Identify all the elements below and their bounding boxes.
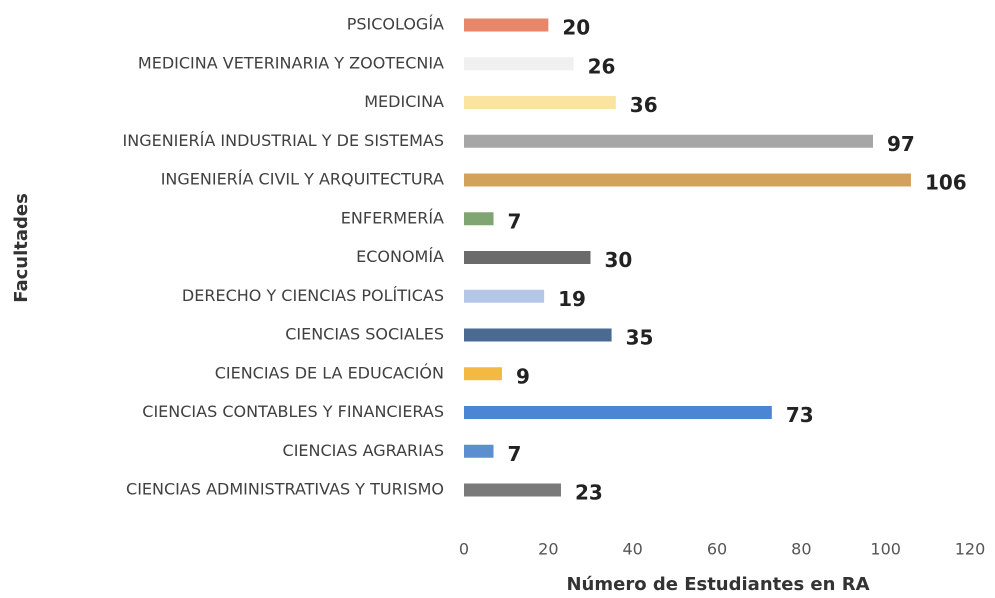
y-axis-title: Facultades xyxy=(11,193,32,303)
y-tick-label: ECONOMÍA xyxy=(356,247,444,266)
data-label: 106 xyxy=(925,171,967,195)
y-tick-label: INGENIERÍA CIVIL Y ARQUITECTURA xyxy=(161,170,444,189)
data-label: 35 xyxy=(626,326,654,350)
bar xyxy=(464,212,494,226)
x-tick-label: 40 xyxy=(622,540,642,559)
y-tick-label: CIENCIAS AGRARIAS xyxy=(283,441,444,460)
x-tick-label: 60 xyxy=(707,540,727,559)
y-tick-label: PSICOLOGÍA xyxy=(347,15,444,34)
x-tick-label: 80 xyxy=(791,540,811,559)
data-label: 36 xyxy=(630,93,658,117)
data-label: 19 xyxy=(558,287,586,311)
y-tick-label: CIENCIAS ADMINISTRATIVAS Y TURISMO xyxy=(126,480,444,499)
bar xyxy=(464,328,612,342)
data-label: 7 xyxy=(508,209,522,233)
x-axis-title: Número de Estudiantes en RA xyxy=(566,574,869,595)
data-label: 97 xyxy=(887,132,915,156)
y-tick-label: MEDICINA VETERINARIA Y ZOOTECNIA xyxy=(138,53,444,72)
data-label: 30 xyxy=(605,248,633,272)
bar xyxy=(464,444,494,458)
y-tick-label: DERECHO Y CIENCIAS POLÍTICAS xyxy=(182,286,444,305)
bar xyxy=(464,483,561,497)
bar xyxy=(464,173,911,187)
y-tick-label: ENFERMERÍA xyxy=(341,208,444,227)
x-tick-label: 100 xyxy=(870,540,901,559)
y-tick-label: CIENCIAS CONTABLES Y FINANCIERAS xyxy=(142,402,444,421)
x-tick-label: 20 xyxy=(538,540,558,559)
x-tick-label: 120 xyxy=(955,540,986,559)
bar xyxy=(464,367,502,381)
data-label: 20 xyxy=(562,16,590,40)
bar xyxy=(464,18,549,32)
y-tick-label: INGENIERÍA INDUSTRIAL Y DE SISTEMAS xyxy=(123,131,444,150)
bar xyxy=(464,134,874,148)
data-label: 73 xyxy=(786,403,814,427)
x-tick-label: 0 xyxy=(459,540,469,559)
bar xyxy=(464,96,616,109)
data-label: 7 xyxy=(508,442,522,466)
data-label: 9 xyxy=(516,364,530,388)
bar xyxy=(464,289,545,303)
bar xyxy=(464,251,591,264)
bar xyxy=(464,57,574,71)
y-tick-label: CIENCIAS DE LA EDUCACIÓN xyxy=(215,363,444,382)
y-tick-label: MEDICINA xyxy=(364,92,444,111)
data-label: 26 xyxy=(588,54,616,78)
y-tick-label: CIENCIAS SOCIALES xyxy=(285,325,444,344)
bar xyxy=(464,406,772,419)
data-label: 23 xyxy=(575,481,603,505)
